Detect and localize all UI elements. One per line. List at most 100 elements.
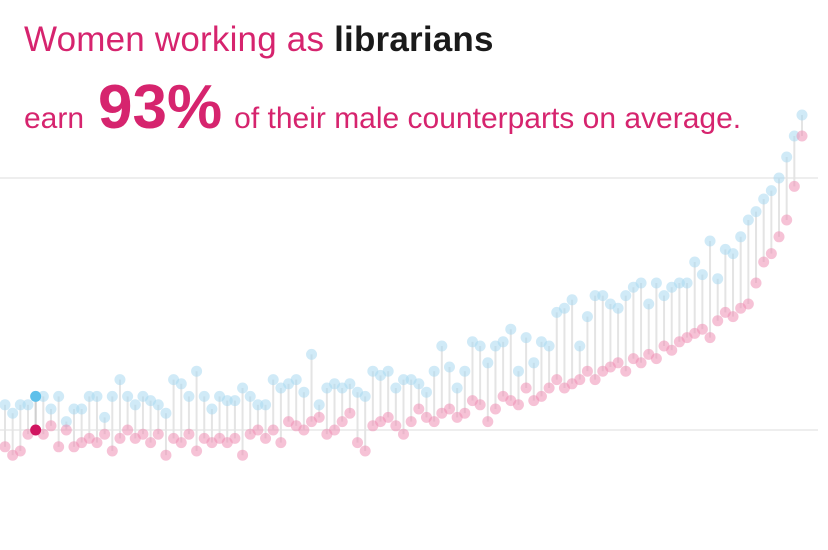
men-point	[620, 290, 632, 302]
men-point	[122, 390, 134, 402]
women-point	[137, 428, 149, 440]
men-point	[482, 357, 494, 369]
women-point	[344, 407, 356, 419]
men-point	[160, 407, 172, 419]
men-point	[765, 185, 777, 197]
women-point	[551, 374, 563, 386]
men-point	[76, 403, 88, 415]
men-point	[83, 390, 95, 402]
women-point	[191, 445, 203, 457]
men-point	[597, 290, 609, 302]
women-point	[413, 403, 425, 415]
men-point	[198, 390, 210, 402]
men-point	[566, 294, 578, 306]
men-point	[420, 386, 432, 398]
women-point	[635, 357, 647, 369]
men-point	[252, 399, 264, 411]
men-point	[260, 399, 272, 411]
women-point	[352, 437, 364, 449]
women-point	[0, 441, 11, 453]
women-point	[727, 311, 739, 323]
women-point	[175, 437, 187, 449]
highlight-women-point	[30, 424, 42, 436]
men-point	[7, 407, 19, 419]
men-point	[650, 277, 662, 289]
men-point	[497, 336, 509, 348]
men-point	[129, 399, 141, 411]
highlight-men-point	[30, 390, 42, 402]
women-point	[612, 357, 624, 369]
headline: Women working as librarians	[24, 20, 494, 60]
men-point	[91, 390, 103, 402]
men-point	[237, 382, 249, 394]
men-point	[443, 361, 455, 373]
women-point	[781, 214, 793, 226]
women-point	[53, 441, 65, 453]
women-point	[758, 256, 770, 268]
women-point	[750, 277, 762, 289]
women-point	[160, 449, 172, 461]
men-point	[183, 390, 195, 402]
men-point	[520, 332, 532, 344]
men-point	[788, 130, 800, 142]
headline-prefix: Women working as	[24, 20, 325, 59]
men-point	[428, 365, 440, 377]
women-point	[796, 130, 808, 142]
women-point	[382, 411, 394, 423]
subline-rest: of their male counterparts on average.	[234, 102, 742, 135]
women-point	[581, 365, 593, 377]
women-point	[474, 399, 486, 411]
women-point	[267, 424, 279, 436]
women-point	[589, 374, 601, 386]
women-point	[275, 437, 287, 449]
women-point	[520, 382, 532, 394]
women-point	[620, 365, 632, 377]
women-point	[742, 298, 754, 310]
men-point	[267, 374, 279, 386]
women-point	[650, 353, 662, 365]
men-point	[643, 298, 655, 310]
men-point	[398, 374, 409, 386]
men-point	[114, 374, 126, 386]
men-point	[22, 399, 34, 411]
men-point	[244, 390, 256, 402]
women-point	[122, 424, 134, 436]
men-point	[704, 235, 716, 247]
men-point	[306, 348, 318, 360]
women-point	[459, 407, 471, 419]
women-point	[91, 437, 103, 449]
women-point	[712, 315, 724, 327]
women-point	[405, 416, 417, 428]
women-point	[60, 424, 72, 436]
men-point	[229, 395, 241, 407]
women-point	[765, 248, 777, 260]
women-point	[574, 374, 586, 386]
men-point	[574, 340, 586, 352]
men-point	[459, 365, 471, 377]
women-point	[443, 403, 455, 415]
women-point	[252, 424, 264, 436]
men-point	[390, 382, 402, 394]
men-point	[543, 340, 555, 352]
women-point	[99, 428, 111, 440]
men-point	[152, 399, 164, 411]
men-point	[451, 382, 463, 394]
men-point	[206, 403, 218, 415]
percent-value: 93%	[98, 73, 223, 142]
women-point	[482, 416, 494, 428]
men-point	[742, 214, 754, 226]
men-point	[612, 302, 624, 314]
occupation-label[interactable]: librarians	[334, 20, 494, 59]
women-point	[390, 420, 402, 432]
women-point	[336, 416, 348, 428]
women-point	[183, 428, 195, 440]
men-point	[581, 311, 593, 323]
men-point	[658, 290, 670, 302]
men-point	[413, 378, 425, 390]
men-point	[635, 277, 647, 289]
men-point	[68, 403, 80, 415]
women-point	[14, 445, 26, 457]
women-point	[229, 432, 241, 444]
women-point	[704, 332, 716, 344]
women-point	[696, 323, 708, 335]
